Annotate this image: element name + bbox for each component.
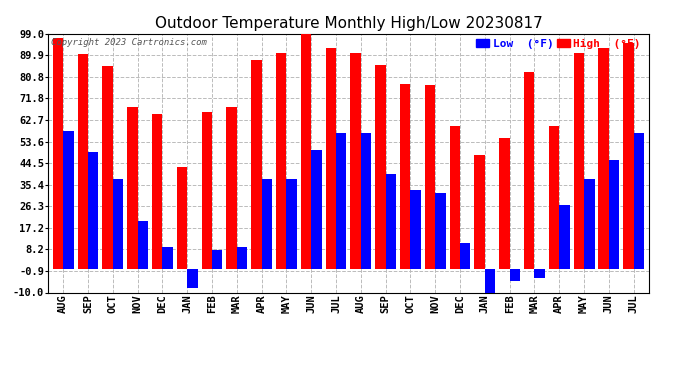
Bar — [301, 34, 311, 269]
Bar — [112, 178, 124, 269]
Bar — [411, 190, 421, 269]
Bar — [187, 269, 197, 288]
Bar — [584, 178, 595, 269]
Bar — [88, 153, 99, 269]
Bar — [251, 60, 262, 269]
Bar — [226, 107, 237, 269]
Bar — [77, 54, 88, 269]
Bar — [500, 138, 510, 269]
Legend: Low  (°F), High  (°F): Low (°F), High (°F) — [473, 37, 643, 51]
Bar — [460, 243, 471, 269]
Bar — [560, 205, 570, 269]
Bar — [524, 72, 535, 269]
Bar — [633, 134, 644, 269]
Bar — [475, 155, 485, 269]
Bar — [425, 85, 435, 269]
Bar — [201, 112, 212, 269]
Bar — [63, 131, 74, 269]
Bar — [286, 178, 297, 269]
Bar — [336, 134, 346, 269]
Bar — [361, 134, 371, 269]
Bar — [386, 174, 396, 269]
Text: Copyright 2023 Cartronics.com: Copyright 2023 Cartronics.com — [51, 38, 207, 46]
Bar — [162, 248, 172, 269]
Bar — [598, 48, 609, 269]
Bar — [276, 53, 286, 269]
Bar — [549, 126, 560, 269]
Bar — [573, 53, 584, 269]
Bar — [52, 39, 63, 269]
Bar — [485, 269, 495, 300]
Bar — [177, 166, 187, 269]
Bar — [152, 114, 162, 269]
Bar — [609, 160, 620, 269]
Bar — [623, 43, 633, 269]
Bar — [351, 53, 361, 269]
Title: Outdoor Temperature Monthly High/Low 20230817: Outdoor Temperature Monthly High/Low 202… — [155, 16, 542, 31]
Bar — [237, 248, 247, 269]
Bar — [535, 269, 545, 278]
Bar — [375, 64, 386, 269]
Bar — [435, 193, 446, 269]
Bar — [212, 250, 222, 269]
Bar — [510, 269, 520, 280]
Bar — [311, 150, 322, 269]
Bar — [400, 84, 411, 269]
Bar — [262, 178, 272, 269]
Bar — [102, 66, 112, 269]
Bar — [326, 48, 336, 269]
Bar — [127, 107, 137, 269]
Bar — [450, 126, 460, 269]
Bar — [137, 221, 148, 269]
